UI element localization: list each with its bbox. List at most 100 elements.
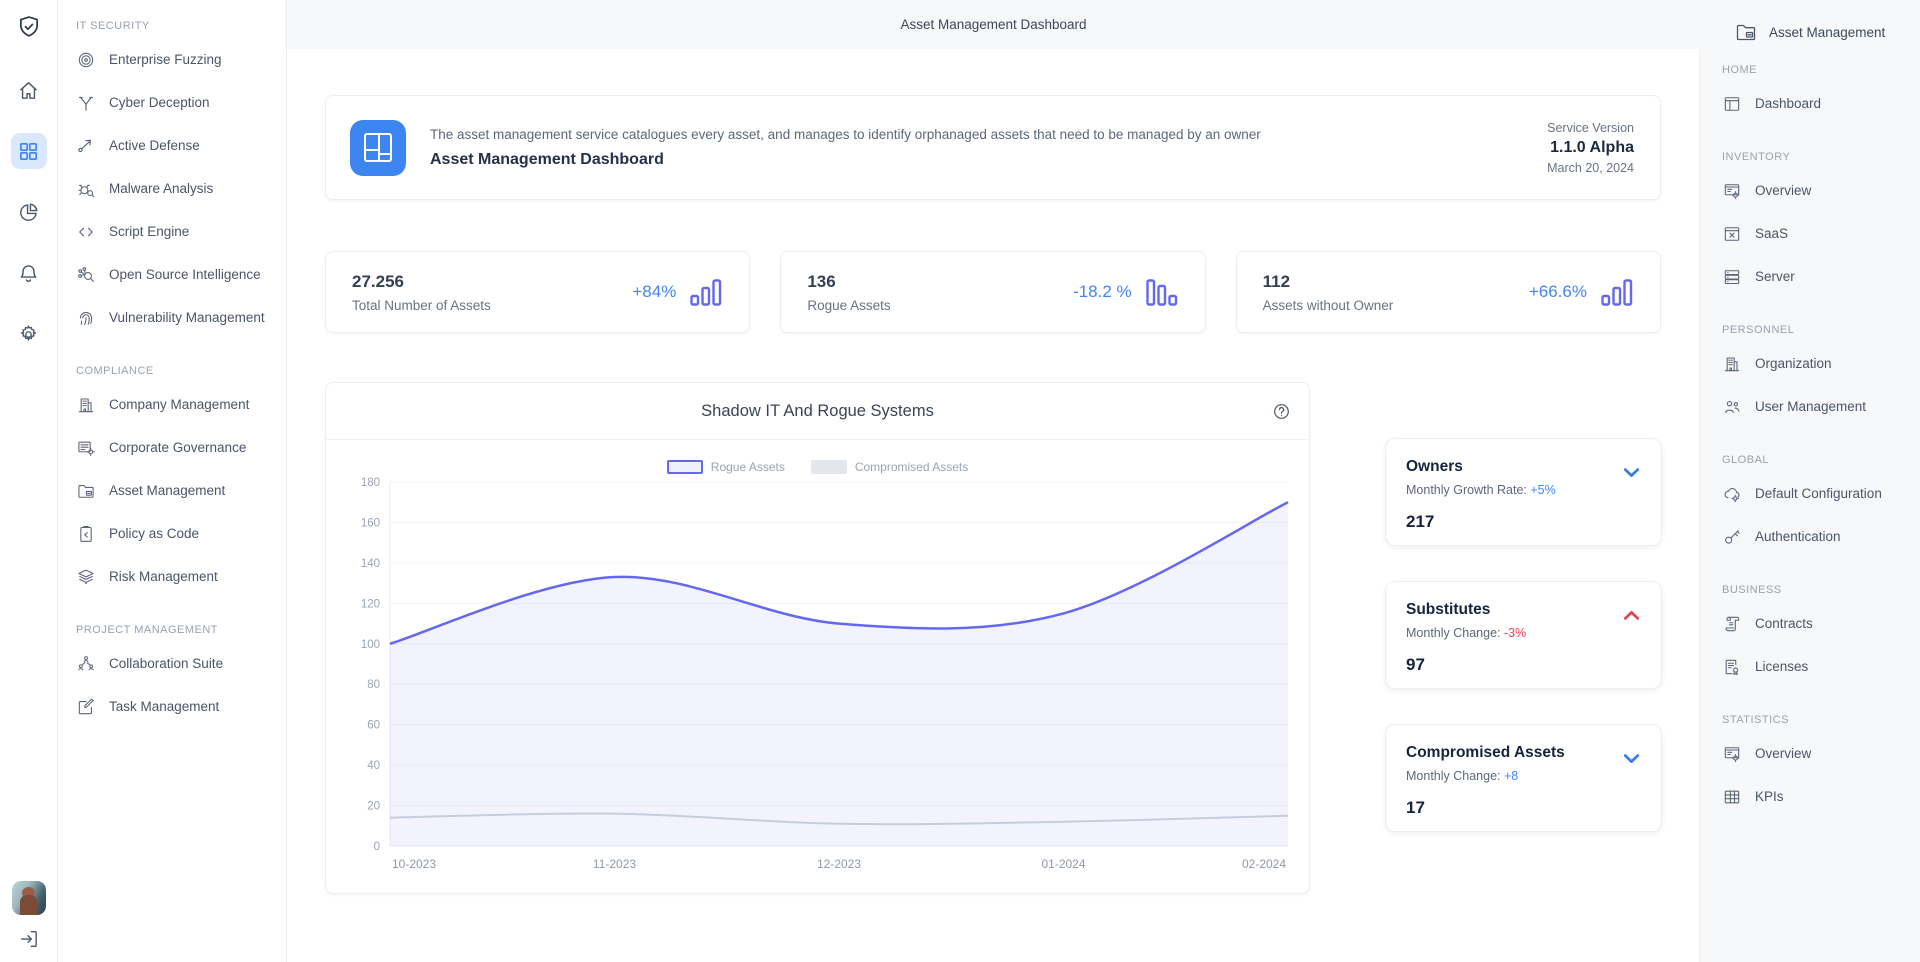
right-sidebar: Asset Management HOME Dashboard INVENTORY O…: [1700, 0, 1920, 962]
banner-description: The asset management service catalogues …: [430, 126, 1261, 142]
sidebar-item-company-management[interactable]: Company Management: [76, 383, 278, 426]
sidebar-item-script-engine[interactable]: Script Engine: [76, 210, 278, 253]
sidebar-item-collaboration-suite[interactable]: Collaboration Suite: [76, 642, 278, 685]
sidebar-item-kpis[interactable]: KPIs: [1722, 775, 1914, 818]
home-icon: [17, 79, 40, 102]
rail-button-bell[interactable]: [11, 255, 47, 291]
sidebar-item-active-defense[interactable]: Active Defense: [76, 124, 278, 167]
summary-subtitle-label: Monthly Growth Rate:: [1406, 483, 1531, 497]
summary-subtitle-value: -3%: [1503, 626, 1527, 640]
sidebar-item-open-source-intelligence[interactable]: Open Source Intelligence: [76, 253, 278, 296]
svg-text:60: 60: [367, 720, 380, 732]
nav-section-compliance: COMPLIANCE Company Management Corporate Go…: [76, 365, 278, 598]
stat-value: 112: [1262, 271, 1291, 291]
summary-subtitle-value: +5%: [1530, 483, 1556, 497]
sidebar-item-saas[interactable]: SaaS: [1722, 212, 1914, 255]
stat-text: 136 Rogue Assets: [807, 272, 890, 313]
sidebar-item-authentication[interactable]: Authentication: [1722, 515, 1914, 558]
sidebar-item-label: Collaboration Suite: [109, 656, 224, 671]
server-rows-icon: [1722, 267, 1742, 287]
monitor-gear-icon: [1722, 744, 1742, 764]
sign-out-icon[interactable]: [18, 928, 40, 950]
stat-label: Rogue Assets: [807, 297, 891, 313]
version-date: March 20, 2024: [1547, 160, 1634, 175]
sidebar-item-label: Overview: [1755, 183, 1812, 198]
user-avatar[interactable]: [11, 881, 46, 915]
rail-button-grid[interactable]: [10, 133, 47, 169]
nav-section-global: GLOBAL Default Configuration Authenticatio…: [1722, 454, 1914, 558]
stat-trend: -18.2 %: [1073, 277, 1179, 307]
sidebar-item-cyber-deception[interactable]: Cyber Deception: [76, 81, 278, 124]
sidebar-item-label: Organization: [1755, 356, 1832, 371]
banner-text: The asset management service catalogues …: [430, 127, 1547, 169]
sidebar-item-user-management[interactable]: User Management: [1722, 385, 1914, 428]
stat-card-assets-without-owner: 112 Assets without Owner +66.6%: [1235, 251, 1661, 333]
sidebar-item-label: SaaS: [1755, 226, 1789, 241]
chevron-up-icon[interactable]: [1619, 603, 1644, 628]
help-circle-icon[interactable]: [1272, 402, 1291, 421]
sidebar-item-licenses[interactable]: Licenses: [1722, 645, 1914, 688]
dashboard-tile-icon: [350, 119, 406, 176]
sidebar-item-server[interactable]: Server: [1722, 255, 1914, 298]
summary-card-subtitle: Monthly Change: -3%: [1406, 626, 1641, 640]
stat-card-total-number-of-assets: 27.256 Total Number of Assets +84%: [325, 251, 751, 333]
branch-icon: [76, 93, 96, 113]
legend-item-rogue-assets[interactable]: Rogue Assets: [666, 460, 785, 474]
sidebar-item-label: Default Configuration: [1755, 486, 1882, 501]
shield-check-icon[interactable]: [16, 14, 42, 40]
nav-section-inventory: INVENTORY Overview SaaS Server: [1722, 151, 1914, 298]
nav-section-home: HOME Dashboard: [1722, 64, 1914, 125]
code-icon: [76, 222, 96, 242]
sidebar-item-overview[interactable]: Overview: [1722, 732, 1914, 775]
summary-subtitle-label: Monthly Change:: [1406, 626, 1504, 640]
legend-item-compromised-assets[interactable]: Compromised Assets: [810, 460, 968, 474]
sidebar-item-risk-management[interactable]: Risk Management: [76, 555, 278, 598]
sidebar-item-label: Authentication: [1755, 529, 1841, 544]
nav-section-personnel: PERSONNEL Organization User Management: [1722, 324, 1914, 428]
summary-subtitle-value: +8: [1503, 769, 1519, 783]
summary-column: Owners Monthly Growth Rate: +5% 217 Substit…: [1385, 438, 1662, 832]
sidebar-item-policy-as-code[interactable]: Policy as Code: [76, 512, 278, 555]
sidebar-item-malware-analysis[interactable]: Malware Analysis: [76, 167, 278, 210]
nav-section-title: PROJECT MANAGEMENT: [76, 624, 219, 636]
sidebar-item-label: Overview: [1755, 746, 1812, 761]
building-icon: [76, 395, 96, 415]
nav-section-title: BUSINESS: [1722, 584, 1782, 596]
scroll-icon: [1722, 614, 1742, 634]
summary-card-title: Compromised Assets: [1406, 744, 1565, 761]
bars-ascending-icon: [689, 277, 723, 307]
chevron-down-icon[interactable]: [1619, 460, 1644, 485]
rail-button-gear[interactable]: [11, 316, 47, 352]
rail-button-home[interactable]: [11, 72, 47, 108]
sidebar-item-vulnerability-management[interactable]: Vulnerability Management: [76, 296, 278, 339]
sidebar-item-label: Contracts: [1755, 616, 1813, 631]
chevron-down-icon[interactable]: [1619, 746, 1644, 771]
nav-section-project-management: PROJECT MANAGEMENT Collaboration Suite Tas…: [76, 624, 278, 728]
stat-trend: +66.6%: [1529, 277, 1634, 307]
sidebar-item-asset-management[interactable]: Asset Management: [76, 469, 278, 512]
sidebar-item-overview[interactable]: Overview: [1722, 169, 1914, 212]
sidebar-item-default-configuration[interactable]: Default Configuration: [1722, 472, 1914, 515]
stat-label: Assets without Owner: [1262, 297, 1394, 313]
sidebar-item-dashboard[interactable]: Dashboard: [1722, 82, 1914, 125]
rail-button-pie-chart[interactable]: [11, 194, 47, 230]
key-icon: [1722, 527, 1742, 547]
bars-ascending-icon: [1600, 277, 1634, 307]
right-sidebar-header[interactable]: Asset Management: [1734, 20, 1914, 44]
sidebar-item-task-management[interactable]: Task Management: [76, 685, 278, 728]
sidebar-item-label: Cyber Deception: [109, 95, 210, 110]
nav-section-title: PERSONNEL: [1722, 324, 1795, 336]
svg-text:180: 180: [361, 477, 380, 489]
sidebar-item-organization[interactable]: Organization: [1722, 342, 1914, 385]
sidebar-item-corporate-governance[interactable]: Corporate Governance: [76, 426, 278, 469]
bug-search-icon: [76, 179, 96, 199]
sidebar-item-label: Policy as Code: [109, 526, 200, 541]
svg-text:40: 40: [367, 760, 380, 772]
edit-square-icon: [76, 697, 96, 717]
sidebar-item-label: Active Defense: [109, 138, 200, 153]
sidebar-item-enterprise-fuzzing[interactable]: Enterprise Fuzzing: [76, 38, 278, 81]
chart-body: Rogue Assets Compromised Assets 0 20 40 60 80…: [326, 440, 1309, 893]
sidebar-item-contracts[interactable]: Contracts: [1722, 602, 1914, 645]
svg-text:01-2024: 01-2024: [1041, 857, 1085, 871]
